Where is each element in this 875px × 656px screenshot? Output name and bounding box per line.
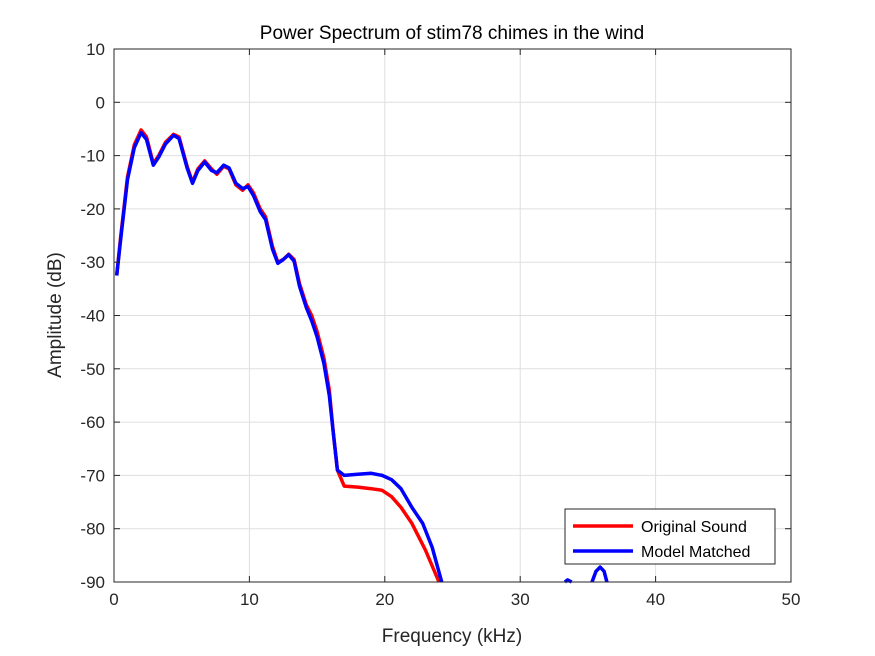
y-tick-label: -50 bbox=[80, 360, 105, 379]
ticks bbox=[113, 48, 792, 583]
x-tick-label: 50 bbox=[782, 590, 801, 609]
series-line-model-matched bbox=[563, 578, 573, 584]
x-tick-label: 0 bbox=[109, 590, 118, 609]
legend-label-original-sound: Original Sound bbox=[641, 519, 747, 536]
x-tick-label: 10 bbox=[240, 590, 259, 609]
legend-label-model-matched: Model Matched bbox=[641, 544, 750, 561]
x-tick-label: 20 bbox=[375, 590, 394, 609]
x-tick-label: 30 bbox=[511, 590, 530, 609]
x-axis-title: Frequency (kHz) bbox=[382, 626, 522, 647]
y-axis-title: Amplitude (dB) bbox=[45, 252, 66, 378]
y-tick-label: -90 bbox=[80, 573, 105, 592]
series-line-model-matched bbox=[114, 130, 444, 583]
chart-title: Power Spectrum of stim78 chimes in the w… bbox=[260, 23, 644, 44]
y-tick-label: -60 bbox=[80, 413, 105, 432]
y-tick-label: -70 bbox=[80, 466, 105, 485]
y-tick-label: -40 bbox=[80, 307, 105, 326]
y-tick-label: -20 bbox=[80, 200, 105, 219]
x-tick-label: 40 bbox=[646, 590, 665, 609]
series-line-model-matched bbox=[590, 565, 609, 583]
y-tick-label: -30 bbox=[80, 253, 105, 272]
legend: Original Sound Model Matched bbox=[564, 508, 776, 565]
y-tick-label: 0 bbox=[96, 93, 105, 112]
legend-box bbox=[564, 508, 776, 565]
y-tick-label: -10 bbox=[80, 147, 105, 166]
grid bbox=[114, 49, 791, 582]
y-tick-label: 10 bbox=[86, 40, 105, 59]
y-tick-label: -80 bbox=[80, 520, 105, 539]
series-layer bbox=[114, 128, 609, 584]
tick-labels: 0 10 20 30 40 50 10 0 -10 -20 -30 -40 -50 -60 -70 -80 -9… bbox=[80, 40, 800, 609]
